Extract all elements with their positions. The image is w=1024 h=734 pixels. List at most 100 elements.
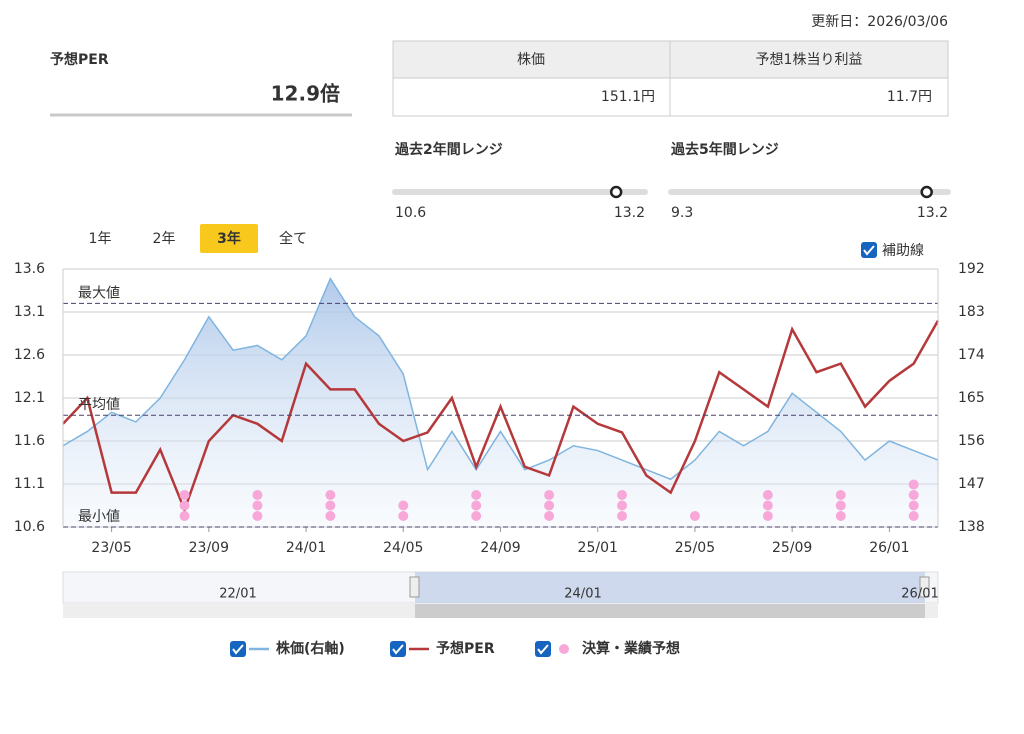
event-dot	[689, 511, 700, 521]
period-button[interactable]: 3年	[217, 230, 241, 247]
period-button[interactable]: 1年	[89, 231, 112, 247]
event-dot	[252, 511, 263, 521]
range-max: 13.2	[614, 205, 645, 221]
table-header: 予想1株当り利益	[756, 52, 863, 68]
y-tick-label: 12.1	[14, 390, 45, 406]
event-dot	[179, 500, 190, 511]
event-dot	[617, 500, 628, 511]
navigator-label: 24/01	[564, 587, 601, 602]
event-dot	[544, 500, 555, 511]
x-tick-label: 25/01	[578, 540, 618, 556]
event-dot	[252, 500, 263, 511]
range-marker	[609, 185, 623, 199]
x-tick-label: 25/05	[675, 540, 715, 556]
y2-tick-label: 192	[958, 261, 985, 277]
event-dot	[908, 479, 919, 490]
x-tick-label: 24/05	[383, 540, 423, 556]
event-dot	[617, 490, 628, 500]
table-header: 株価	[517, 52, 545, 68]
range-title: 過去2年間レンジ	[394, 141, 503, 158]
legend-swatch	[559, 644, 569, 654]
navigator-label: 22/01	[219, 587, 256, 602]
event-dot	[617, 511, 628, 521]
per-value: 12.9倍	[271, 82, 340, 106]
y-tick-label: 11.1	[14, 476, 45, 492]
event-dot	[762, 500, 773, 511]
event-dot	[398, 500, 409, 511]
event-dot	[325, 511, 336, 521]
navigator-handle[interactable]	[919, 576, 930, 598]
event-dot	[544, 511, 555, 521]
legend-label: 予想PER	[436, 640, 495, 657]
check	[863, 245, 875, 256]
x-tick-label: 24/09	[480, 540, 520, 556]
event-dot	[835, 500, 846, 511]
per-line	[62, 319, 940, 514]
scrollbar-thumb[interactable]	[415, 604, 925, 618]
y-tick-label: 13.1	[14, 304, 45, 320]
x-tick-label: 23/09	[189, 540, 229, 556]
range-min: 10.6	[395, 205, 426, 221]
range-max: 13.2	[917, 205, 948, 221]
per-title: 予想PER	[50, 51, 109, 68]
period-button[interactable]: 全て	[279, 230, 307, 247]
event-dot	[471, 511, 482, 521]
updated: 更新日：2026/03/06	[811, 14, 948, 30]
price-line	[62, 276, 939, 481]
event-dot	[908, 490, 919, 500]
table-cell: 151.1円	[601, 89, 655, 105]
period-selected[interactable]	[200, 224, 258, 253]
legend-check	[392, 644, 404, 655]
legend-check	[232, 644, 244, 655]
navigator-handle[interactable]	[409, 576, 420, 598]
navigator-range[interactable]	[415, 572, 925, 603]
y-tick-label: 13.6	[14, 261, 45, 277]
legend-label: 株価(右軸)	[276, 640, 345, 657]
event-dot	[325, 490, 336, 500]
x-tick-label: 23/05	[91, 540, 131, 556]
navigator-label: 26/01	[901, 587, 938, 602]
event-dot	[835, 490, 846, 500]
legend-checkbox[interactable]	[230, 641, 246, 657]
y2-tick-label: 174	[958, 347, 985, 363]
range-marker	[920, 185, 933, 199]
event-dot	[544, 490, 555, 500]
legend-check	[537, 644, 549, 655]
ref-label: 最大値	[78, 285, 120, 301]
y2-tick-label: 138	[958, 519, 985, 535]
event-dot	[762, 490, 773, 500]
ref-label: 最小値	[78, 509, 120, 525]
aux-label: 補助線	[882, 243, 924, 259]
y-tick-label: 12.6	[14, 347, 45, 363]
x-tick-label: 24/01	[286, 540, 326, 556]
y-tick-label: 10.6	[14, 519, 45, 535]
event-dot	[835, 511, 846, 521]
y2-tick-label: 183	[958, 304, 985, 320]
event-dot	[325, 500, 336, 511]
checkbox[interactable]	[861, 242, 877, 258]
event-dot	[398, 511, 409, 521]
x-tick-label: 26/01	[869, 540, 909, 556]
table-cell: 11.7円	[887, 89, 932, 105]
event-dot	[908, 500, 919, 511]
event-dot	[471, 490, 482, 500]
legend-checkbox[interactable]	[535, 641, 551, 657]
y2-tick-label: 147	[958, 476, 985, 492]
event-dot	[471, 500, 482, 511]
ref-label: 平均値	[78, 397, 120, 413]
period-button[interactable]: 2年	[153, 231, 176, 247]
legend-checkbox[interactable]	[390, 641, 406, 657]
price-area	[63, 278, 938, 527]
legend-label: 決算・業績予想	[582, 640, 680, 657]
y2-tick-label: 165	[958, 390, 985, 406]
range-min: 9.3	[671, 205, 693, 221]
event-dot	[908, 511, 919, 521]
range-title: 過去5年間レンジ	[670, 141, 779, 158]
y-tick-label: 11.6	[14, 433, 45, 449]
event-dot	[179, 511, 190, 521]
event-dot	[179, 490, 190, 500]
y2-tick-label: 156	[958, 433, 985, 449]
event-dot	[252, 490, 263, 500]
x-tick-label: 25/09	[772, 540, 812, 556]
